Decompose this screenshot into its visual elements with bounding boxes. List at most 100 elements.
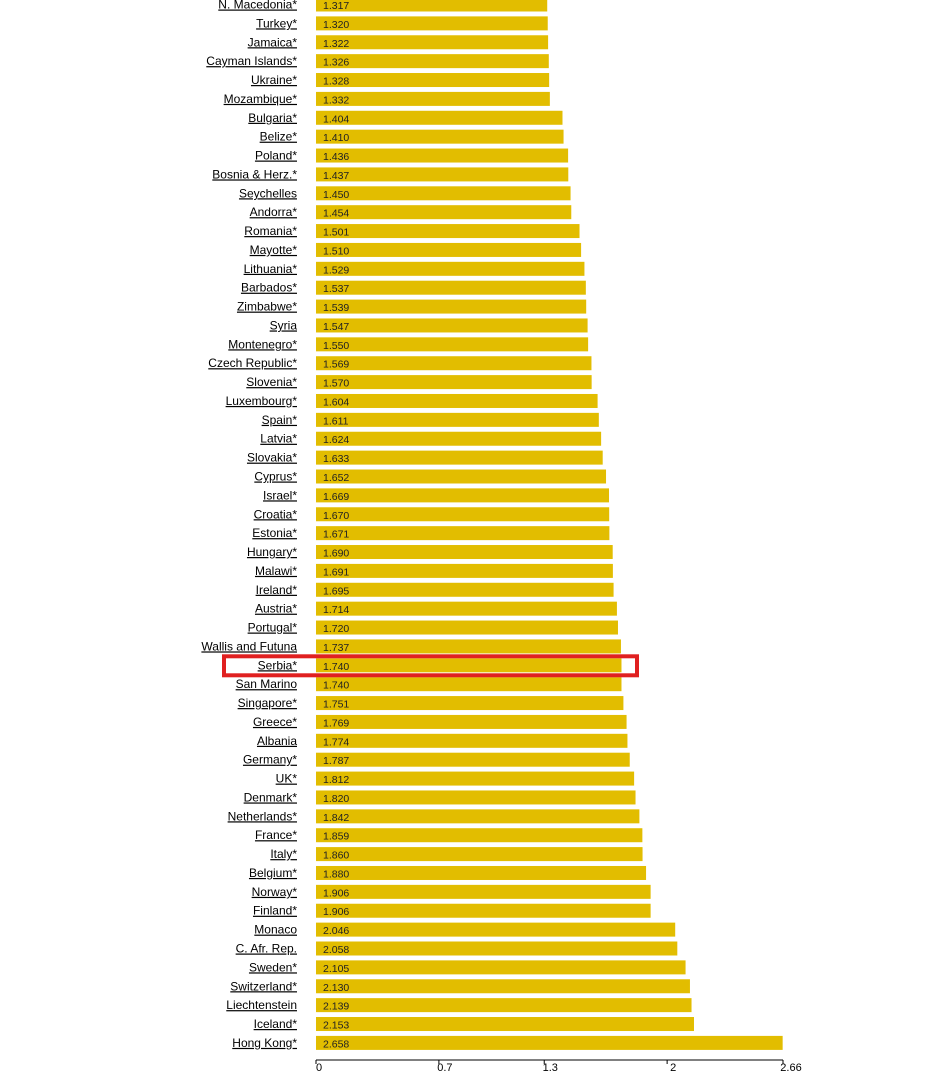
country-link[interactable]: Luxembourg* (226, 394, 298, 408)
bar-value-label: 1.404 (323, 113, 349, 125)
bar (316, 771, 635, 786)
country-link[interactable]: UK* (276, 772, 298, 786)
country-link[interactable]: Sweden* (249, 960, 297, 974)
bar-value-label: 1.670 (323, 510, 349, 522)
bar (316, 224, 580, 239)
bar (316, 16, 548, 31)
bar (316, 733, 628, 748)
bar-value-label: 1.774 (323, 736, 349, 748)
country-link[interactable]: Israel* (263, 488, 297, 502)
country-link[interactable]: Barbados* (241, 281, 297, 295)
bar (316, 1035, 783, 1050)
country-link[interactable]: Mozambique* (224, 92, 298, 106)
country-link[interactable]: Hungary* (247, 545, 297, 559)
value-labels-group: 1.317 1.320 1.322 1.326 1.328 1.332 1.404 1.410… (323, 0, 349, 1050)
bar-value-label: 1.510 (323, 245, 349, 257)
country-link[interactable]: Belgium* (249, 866, 297, 880)
country-link[interactable]: Austria* (255, 602, 297, 616)
country-link[interactable]: Latvia* (260, 432, 297, 446)
bar-value-label: 2.153 (323, 1020, 349, 1032)
country-link[interactable]: San Marino (236, 677, 298, 691)
bar-value-label: 1.769 (323, 717, 349, 729)
country-link[interactable]: Liechtenstein (226, 998, 297, 1012)
country-link[interactable]: Cyprus* (254, 470, 297, 484)
country-link[interactable]: Syria (270, 318, 298, 332)
country-link[interactable]: Monaco (254, 923, 297, 937)
country-link[interactable]: Belize* (260, 130, 298, 144)
country-link[interactable]: Andorra* (250, 205, 298, 219)
bar-value-label: 1.740 (323, 680, 349, 692)
bar (316, 110, 563, 125)
bar-value-label: 1.326 (323, 57, 349, 69)
bar (316, 809, 640, 824)
country-link[interactable]: Bulgaria* (248, 111, 297, 125)
bar-value-label: 1.529 (323, 264, 349, 276)
country-link[interactable]: Poland* (255, 149, 297, 163)
country-link[interactable]: Czech Republic* (208, 356, 297, 370)
country-link[interactable]: Ukraine* (251, 73, 297, 87)
country-link[interactable]: Portugal* (248, 621, 298, 635)
bar-value-label: 2.139 (323, 1001, 349, 1013)
country-link[interactable]: Zimbabwe* (237, 300, 297, 314)
country-link[interactable]: Finland* (253, 904, 297, 918)
country-link[interactable]: Slovakia* (247, 451, 297, 465)
highlight-group (222, 654, 639, 678)
bar (316, 979, 690, 994)
bar-value-label: 1.550 (323, 340, 349, 352)
country-link[interactable]: Switzerland* (230, 979, 297, 993)
bar (316, 35, 549, 50)
country-link[interactable]: Seychelles (239, 186, 297, 200)
country-link[interactable]: Mayotte* (250, 243, 298, 257)
country-link[interactable]: Cayman Islands* (206, 54, 297, 68)
x-axis: 0 0.7 1.3 2 2.66 (315, 1059, 802, 1074)
country-link[interactable]: Estonia* (252, 526, 297, 540)
bar (316, 73, 550, 88)
country-link[interactable]: Greece* (253, 715, 297, 729)
country-link[interactable]: C. Afr. Rep. (236, 942, 297, 956)
country-link[interactable]: Lithuania* (244, 262, 298, 276)
bar (316, 412, 599, 427)
bar (316, 280, 586, 295)
bar-value-label: 1.751 (323, 699, 349, 711)
country-link[interactable]: Malawi* (255, 564, 297, 578)
country-link[interactable]: Ireland* (256, 583, 298, 597)
bar (316, 318, 588, 333)
bar (316, 714, 627, 729)
bar (316, 865, 647, 880)
country-link[interactable]: France* (255, 828, 297, 842)
x-tick-label: 1.3 (543, 1062, 558, 1074)
country-link[interactable]: Montenegro* (228, 337, 297, 351)
country-link[interactable]: Netherlands* (228, 809, 298, 823)
country-link[interactable]: Norway* (252, 885, 298, 899)
country-link[interactable]: Spain* (262, 413, 298, 427)
country-link[interactable]: Wallis and Futuna (201, 639, 297, 653)
country-link[interactable]: Hong Kong* (232, 1036, 297, 1050)
country-link[interactable]: Jamaica* (248, 35, 298, 49)
highlight-box (222, 654, 639, 678)
country-link[interactable]: Serbia* (258, 658, 298, 672)
country-link[interactable]: N. Macedonia* (218, 0, 297, 12)
bar (316, 507, 610, 522)
country-link[interactable]: Croatia* (254, 507, 298, 521)
country-link[interactable]: Iceland* (254, 1017, 298, 1031)
country-link[interactable]: Romania* (244, 224, 297, 238)
country-link[interactable]: Germany* (243, 753, 297, 767)
bar (316, 205, 572, 220)
bar (316, 167, 569, 182)
bar-value-label: 1.720 (323, 623, 349, 635)
bar (316, 393, 598, 408)
country-link[interactable]: Denmark* (244, 790, 298, 804)
bar (316, 582, 614, 597)
country-link[interactable]: Bosnia & Herz.* (212, 167, 297, 181)
bar (316, 960, 686, 975)
bar (316, 356, 592, 371)
country-link[interactable]: Albania (257, 734, 297, 748)
bar (316, 337, 589, 352)
bar (316, 752, 630, 767)
country-link[interactable]: Turkey* (256, 16, 297, 30)
bar (316, 696, 624, 711)
country-link[interactable]: Singapore* (238, 696, 298, 710)
country-link[interactable]: Slovenia* (246, 375, 297, 389)
bar-value-label: 1.691 (323, 566, 349, 578)
country-link[interactable]: Italy* (270, 847, 297, 861)
